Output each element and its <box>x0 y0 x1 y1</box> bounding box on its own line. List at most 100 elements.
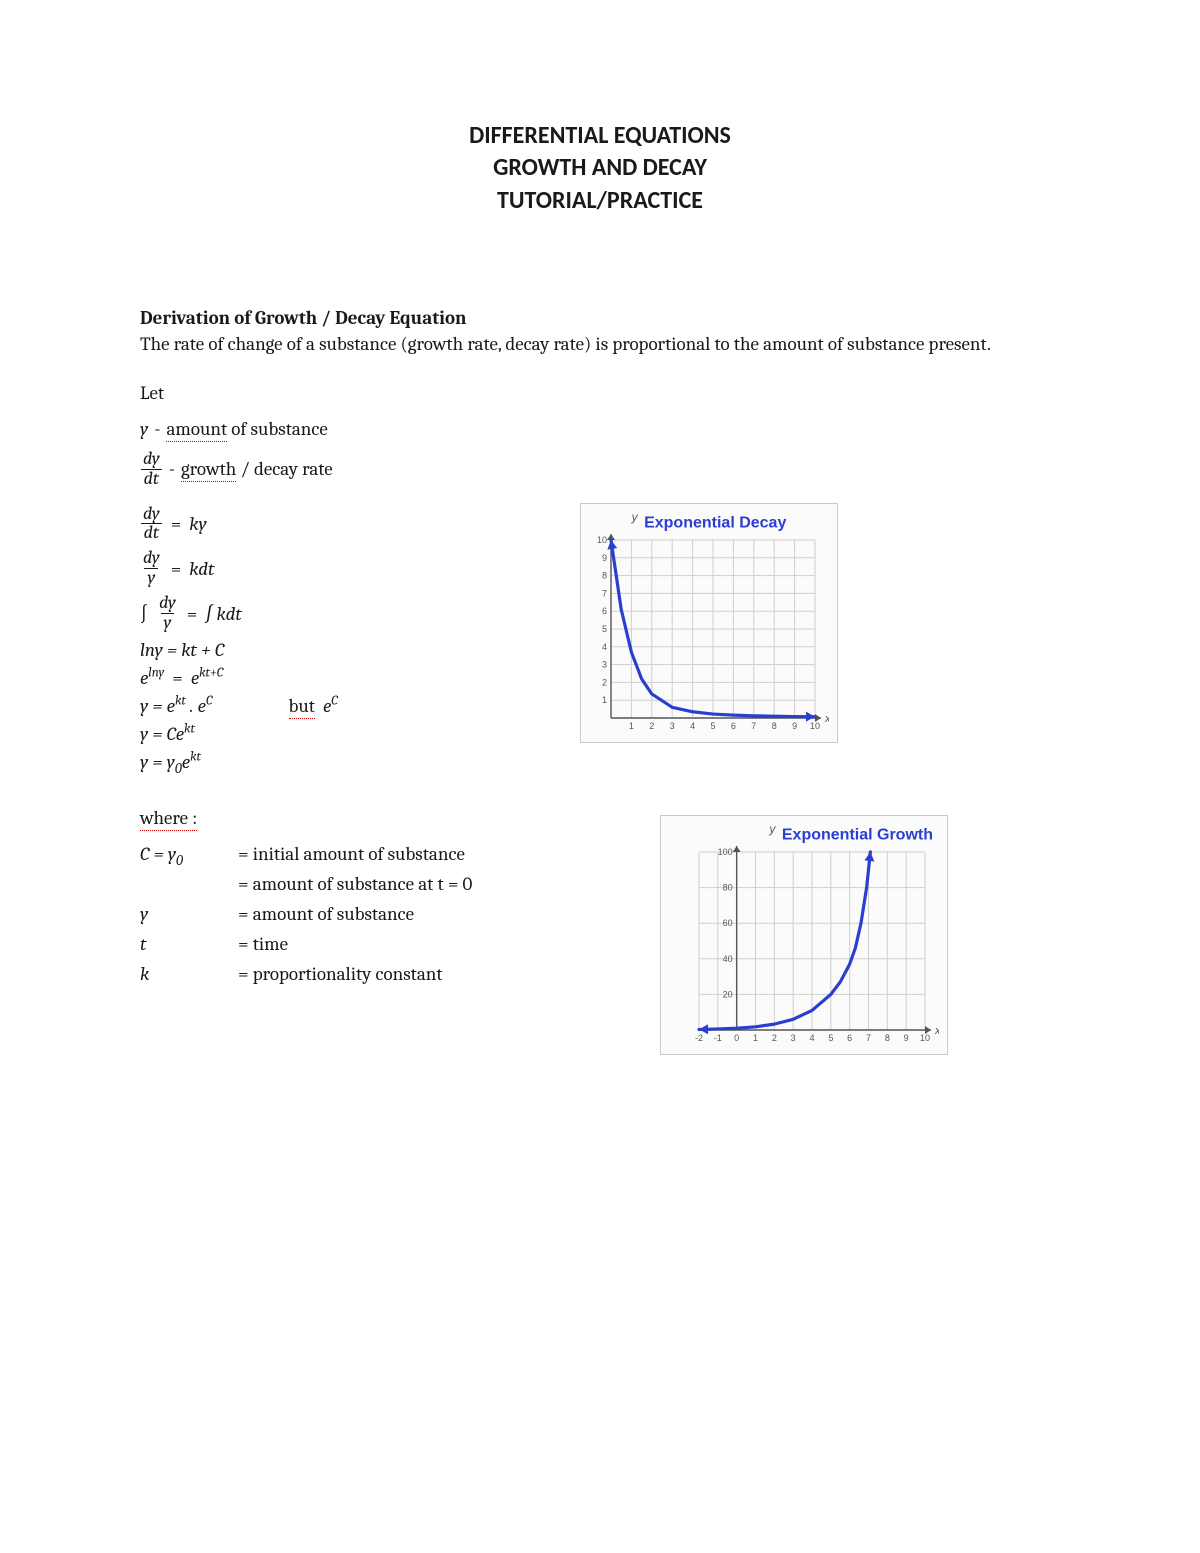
math-text: k <box>189 558 198 580</box>
math-text: y <box>199 513 207 535</box>
svg-text:10: 10 <box>810 721 820 731</box>
where-heading: where : <box>140 807 540 829</box>
where-table: C = y0 = initial amount of substance = a… <box>140 839 480 989</box>
svg-text:9: 9 <box>904 1033 909 1043</box>
equations-column: dy dt = ky dy y = kdt ∫ dy y <box>140 499 520 779</box>
definition-text: of substance <box>227 418 328 440</box>
chart-title-text: Exponential Decay <box>644 514 786 531</box>
svg-text:2: 2 <box>602 677 607 687</box>
math-text: y = e <box>140 695 175 717</box>
definition-text: = amount of substance <box>238 899 480 929</box>
definition-text: = proportionality constant <box>238 959 480 989</box>
numerator: dy <box>140 450 163 469</box>
svg-text:6: 6 <box>602 606 607 616</box>
equation: dy dt = ky <box>140 505 520 544</box>
chart-title-text: Exponential Growth <box>782 826 933 843</box>
subscript: 0 <box>176 852 183 869</box>
svg-text:2: 2 <box>772 1033 777 1043</box>
svg-text:7: 7 <box>602 588 607 598</box>
math-text: y = y <box>140 751 175 773</box>
equation: lny = kt + C <box>140 639 520 661</box>
variable-symbol: k <box>140 959 238 989</box>
svg-text:-1: -1 <box>714 1033 722 1043</box>
svg-text:8: 8 <box>772 721 777 731</box>
exponent: lny <box>148 666 164 681</box>
math-text: C = y <box>140 843 176 865</box>
underlined-word: where : <box>140 807 197 831</box>
svg-text:7: 7 <box>751 721 756 731</box>
svg-text:10: 10 <box>597 535 607 545</box>
svg-text:3: 3 <box>670 721 675 731</box>
growth-chart: -2-101234567891020406080100x <box>669 846 939 1046</box>
svg-text:4: 4 <box>809 1033 814 1043</box>
math-text: e <box>182 751 190 773</box>
subscript: 0 <box>175 760 182 777</box>
svg-text:7: 7 <box>866 1033 871 1043</box>
exponent: kt <box>175 694 186 709</box>
math-text: k <box>189 513 198 535</box>
exponent: kt <box>184 722 195 737</box>
title-line: TUTORIAL/PRACTICE <box>140 185 1060 217</box>
math-text: ∫ kdt <box>205 603 241 625</box>
title-line: DIFFERENTIAL EQUATIONS <box>140 120 1060 152</box>
svg-text:6: 6 <box>847 1033 852 1043</box>
page-title: DIFFERENTIAL EQUATIONS GROWTH AND DECAY … <box>140 120 1060 217</box>
section-heading: Derivation of Growth / Decay Equation <box>140 307 1060 329</box>
exponent: C <box>206 694 213 709</box>
svg-text:1: 1 <box>753 1033 758 1043</box>
svg-text:5: 5 <box>602 624 607 634</box>
denominator: dt <box>141 469 162 489</box>
equation: y = ekt . eC but eC <box>140 695 520 717</box>
svg-text:20: 20 <box>723 990 733 1000</box>
svg-text:-2: -2 <box>695 1033 703 1043</box>
svg-text:60: 60 <box>723 918 733 928</box>
sep: - <box>154 418 160 440</box>
svg-text:1: 1 <box>602 695 607 705</box>
growth-chart-card: y Exponential Growth -2-1012345678910204… <box>660 815 948 1055</box>
equation: ∫ dy y = ∫ kdt <box>140 594 520 633</box>
svg-text:4: 4 <box>690 721 695 731</box>
integral-sign: ∫ <box>140 603 148 625</box>
math-text: . e <box>186 695 206 717</box>
growth-chart-title: y Exponential Growth <box>669 822 939 844</box>
decay-chart-card: y Exponential Decay 12345678910123456789… <box>580 503 838 743</box>
svg-text:3: 3 <box>791 1033 796 1043</box>
axis-label: y <box>769 822 775 836</box>
intro-paragraph: The rate of change of a substance (growt… <box>140 331 1060 358</box>
svg-text:40: 40 <box>723 954 733 964</box>
definition-line: y - amount of substance <box>140 418 1060 440</box>
svg-text:0: 0 <box>734 1033 739 1043</box>
variable-symbol: t <box>140 929 238 959</box>
svg-text:5: 5 <box>828 1033 833 1043</box>
math-text: lny = kt + C <box>140 639 224 661</box>
axis-label: y <box>632 510 638 524</box>
denominator: dt <box>141 523 162 543</box>
fraction: dy dt <box>140 450 163 489</box>
equation: y = Cekt <box>140 723 520 745</box>
math-text: y = Ce <box>140 723 184 745</box>
svg-text:1: 1 <box>629 721 634 731</box>
svg-text:6: 6 <box>731 721 736 731</box>
exponent: C <box>331 694 338 709</box>
title-line: GROWTH AND DECAY <box>140 152 1060 184</box>
definition-text: = initial amount of substance <box>238 839 480 869</box>
definition-text: / decay rate <box>236 458 332 480</box>
svg-text:2: 2 <box>649 721 654 731</box>
svg-text:10: 10 <box>920 1033 930 1043</box>
exponent: kt+C <box>199 666 223 681</box>
variable-y: y <box>140 418 148 440</box>
svg-text:3: 3 <box>602 659 607 669</box>
numerator: dy <box>140 505 163 524</box>
svg-text:100: 100 <box>718 847 733 857</box>
table-row: t = time <box>140 929 480 959</box>
decay-chart-title: y Exponential Decay <box>589 510 829 532</box>
svg-text:80: 80 <box>723 883 733 893</box>
table-row: y = amount of substance <box>140 899 480 929</box>
svg-text:9: 9 <box>602 553 607 563</box>
sep: - <box>169 458 175 480</box>
svg-text:5: 5 <box>710 721 715 731</box>
denominator: y <box>144 568 158 588</box>
numerator: dy <box>156 594 179 613</box>
svg-text:9: 9 <box>792 721 797 731</box>
equation: elny = ekt+C <box>140 667 520 689</box>
